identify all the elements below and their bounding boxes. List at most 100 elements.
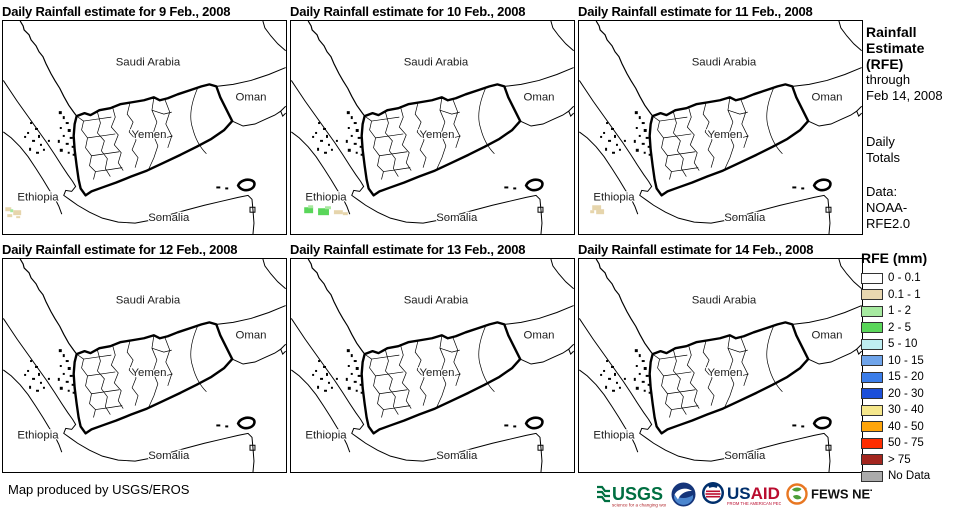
legend-row: 50 - 75 (861, 435, 965, 452)
legend-label: 0.1 - 1 (888, 288, 921, 301)
map-credit: Map produced by USGS/EROS (8, 482, 190, 497)
panel-title: Daily Rainfall estimate for 9 Feb., 2008 (2, 4, 231, 19)
totals-line: Daily (866, 134, 895, 149)
legend-label: 20 - 30 (888, 387, 924, 400)
panel-title: Daily Rainfall estimate for 13 Feb., 200… (290, 242, 526, 257)
logo-bar: USGS science for a changing world USAID … (596, 478, 872, 510)
svg-text:Ethiopia: Ethiopia (593, 429, 635, 441)
legend-row: 5 - 10 (861, 336, 965, 353)
legend-swatch (861, 404, 883, 416)
rfe-legend: RFE (mm) 0 - 0.1 0.1 - 1 1 - 2 2 - 5 5 -… (861, 250, 965, 485)
svg-text:Saudi Arabia: Saudi Arabia (692, 57, 757, 69)
fewsnet-wordmark: FEWS NET (811, 487, 872, 502)
svg-text:Oman: Oman (524, 91, 555, 103)
usgs-logo: USGS science for a changing world (597, 484, 666, 508)
svg-text:Saudi Arabia: Saudi Arabia (116, 295, 181, 307)
svg-text:Somalia: Somalia (724, 212, 766, 224)
legend-label: No Data (888, 470, 931, 483)
svg-text:Somalia: Somalia (724, 450, 766, 462)
svg-text:Ethiopia: Ethiopia (17, 191, 59, 203)
svg-text:Oman: Oman (236, 329, 267, 341)
legend-swatch (861, 289, 883, 301)
rainfall-map: Saudi Arabia Oman Yemen Ethiopia Somalia (3, 259, 286, 472)
legend-swatch (861, 371, 883, 383)
legend-label: 30 - 40 (888, 404, 924, 417)
svg-text:Saudi Arabia: Saudi Arabia (404, 295, 469, 307)
legend-label: 10 - 15 (888, 354, 924, 367)
map-canvas: Saudi Arabia Oman Yemen Ethiopia Somalia (578, 258, 863, 473)
through-line: through (866, 72, 911, 87)
legend-swatch (861, 305, 883, 317)
map-canvas: Saudi Arabia Oman Yemen Ethiopia Somalia (2, 20, 287, 235)
legend-row: 30 - 40 (861, 402, 965, 419)
legend-row: 15 - 20 (861, 369, 965, 386)
usaid-tagline: FROM THE AMERICAN PEOPLE (727, 501, 781, 506)
map-panel-feb9: Daily Rainfall estimate for 9 Feb., 2008… (2, 3, 288, 235)
svg-text:Somalia: Somalia (436, 450, 478, 462)
svg-text:Yemen: Yemen (419, 367, 454, 379)
svg-text:Saudi Arabia: Saudi Arabia (692, 295, 757, 307)
map-panel-feb12: Daily Rainfall estimate for 12 Feb., 200… (2, 241, 288, 473)
svg-text:Yemen: Yemen (419, 129, 454, 141)
svg-text:Oman: Oman (812, 91, 843, 103)
map-canvas: Saudi Arabia Oman Yemen Ethiopia Somalia (578, 20, 863, 235)
panel-title: Daily Rainfall estimate for 14 Feb., 200… (578, 242, 814, 257)
svg-text:Ethiopia: Ethiopia (17, 429, 59, 441)
map-canvas: Saudi Arabia Oman Yemen Ethiopia Somalia (2, 258, 287, 473)
panel-title: Daily Rainfall estimate for 11 Feb., 200… (578, 4, 813, 19)
legend-row: 0.1 - 1 (861, 287, 965, 304)
rainfall-map: Saudi Arabia Oman Yemen Ethiopia Somalia (3, 21, 286, 234)
map-panel-feb13: Daily Rainfall estimate for 13 Feb., 200… (290, 241, 576, 473)
legend-label: 40 - 50 (888, 420, 924, 433)
svg-text:Saudi Arabia: Saudi Arabia (116, 57, 181, 69)
svg-text:Somalia: Somalia (436, 212, 478, 224)
legend-swatch (861, 437, 883, 449)
map-canvas: Saudi Arabia Oman Yemen Ethiopia Somalia (290, 20, 575, 235)
svg-text:Yemen: Yemen (131, 129, 166, 141)
map-canvas: Saudi Arabia Oman Yemen Ethiopia Somalia (290, 258, 575, 473)
svg-text:Yemen: Yemen (707, 129, 742, 141)
legend-swatch (861, 454, 883, 466)
legend-row: > 75 (861, 452, 965, 469)
legend-swatch (861, 322, 883, 334)
rainfall-map: Saudi Arabia Oman Yemen Ethiopia Somalia (291, 259, 574, 472)
legend-swatch (861, 272, 883, 284)
title-line: (RFE) (866, 56, 904, 72)
legend-row: 1 - 2 (861, 303, 965, 320)
svg-text:Somalia: Somalia (148, 212, 190, 224)
svg-text:Somalia: Somalia (148, 450, 190, 462)
usgs-wordmark: USGS (612, 484, 663, 504)
legend-row: No Data (861, 468, 965, 485)
legend-row: 40 - 50 (861, 419, 965, 436)
svg-text:Saudi Arabia: Saudi Arabia (404, 57, 469, 69)
sidebar: Rainfall Estimate (RFE) through Feb 14, … (866, 24, 966, 232)
usaid-wordmark: USAID (727, 484, 780, 503)
legend-label: 1 - 2 (888, 305, 912, 318)
legend-swatch (861, 388, 883, 400)
legend-label: 2 - 5 (888, 321, 912, 334)
legend-row: 2 - 5 (861, 320, 965, 337)
legend-swatch (861, 421, 883, 433)
legend-label: 15 - 20 (888, 371, 924, 384)
legend-row: 10 - 15 (861, 353, 965, 370)
map-panel-feb14: Daily Rainfall estimate for 14 Feb., 200… (578, 241, 864, 473)
data-source-line: NOAA- (866, 200, 908, 215)
svg-text:Yemen: Yemen (707, 367, 742, 379)
legend-swatch (861, 470, 883, 482)
rainfall-map: Saudi Arabia Oman Yemen Ethiopia Somalia (579, 259, 862, 472)
usaid-logo: USAID FROM THE AMERICAN PEOPLE (702, 482, 781, 506)
sidebar-title: Rainfall Estimate (RFE) (866, 24, 966, 72)
data-source-line: Data: (866, 184, 898, 199)
usgs-tagline: science for a changing world (612, 503, 666, 508)
legend-label: > 75 (888, 453, 911, 466)
svg-text:Ethiopia: Ethiopia (593, 191, 635, 203)
panel-title: Daily Rainfall estimate for 10 Feb., 200… (290, 4, 526, 19)
svg-text:Oman: Oman (812, 329, 843, 341)
map-panel-feb11: Daily Rainfall estimate for 11 Feb., 200… (578, 3, 864, 235)
totals-line: Totals (866, 150, 900, 165)
legend-label: 5 - 10 (888, 338, 918, 351)
legend-swatch (861, 355, 883, 367)
data-source-line: RFE2.0 (866, 216, 911, 231)
legend-label: 50 - 75 (888, 437, 924, 450)
